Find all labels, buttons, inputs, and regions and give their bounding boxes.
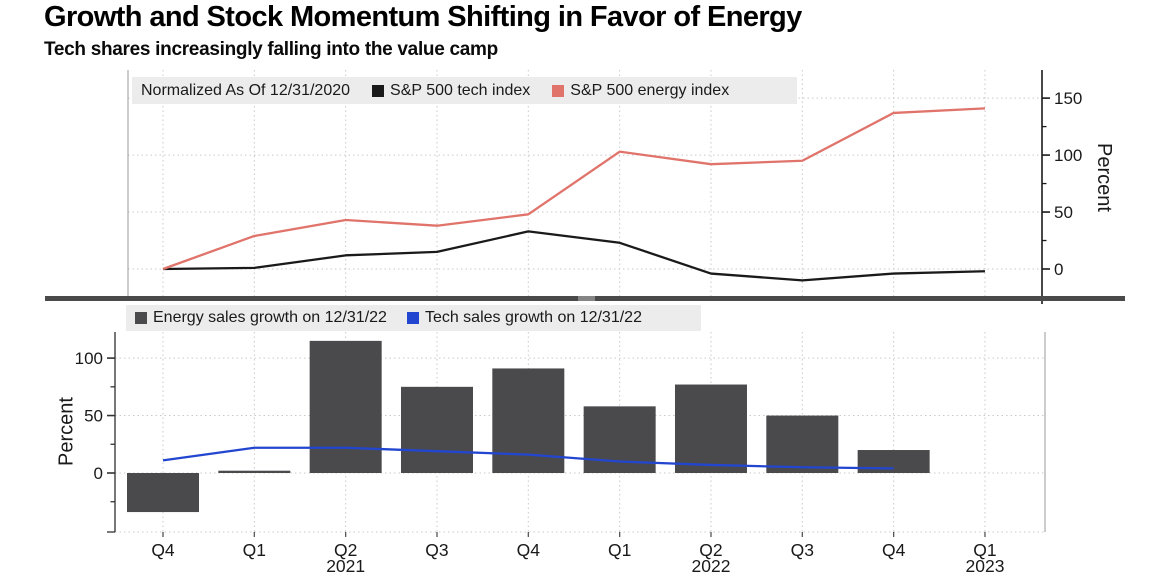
x-axis-tick-label: Q2	[334, 540, 357, 560]
x-axis-tick-label: Q4	[882, 540, 906, 560]
y-axis-tick-label: 50	[84, 407, 103, 426]
watermark	[578, 296, 595, 301]
x-axis-tick-label: Q1	[608, 540, 631, 560]
legend-entry-tech-sales: Tech sales growth on 12/31/22	[406, 309, 642, 327]
legend-label-energy-index: S&P 500 energy index	[570, 81, 730, 99]
energy-sales-bar	[400, 386, 473, 473]
legend-entry-energy-sales: Energy sales growth on 12/31/22	[135, 309, 387, 327]
y-axis-tick-label: 50	[1054, 203, 1073, 222]
x-axis-tick-label: Q3	[425, 540, 448, 560]
x-axis-year-label: 2022	[692, 556, 731, 574]
index-chart-y-axis-label: Percent	[1093, 143, 1115, 212]
page-subtitle: Tech shares increasingly falling into th…	[44, 39, 498, 60]
page-title: Growth and Stock Momentum Shifting in Fa…	[44, 1, 802, 33]
energy-sales-swatch-icon	[135, 312, 147, 324]
x-axis-tick-label: Q1	[973, 540, 996, 560]
legend-label-tech-sales: Tech sales growth on 12/31/22	[424, 309, 642, 326]
x-axis-tick-label: Q4	[517, 540, 541, 560]
legend-entry-energy-index: S&P 500 energy index	[552, 82, 729, 100]
legend-label-energy-sales: Energy sales growth on 12/31/22	[153, 309, 387, 326]
legend-note: Normalized As Of 12/31/2020	[141, 81, 351, 99]
energy-sales-bar	[309, 340, 382, 473]
x-axis-year-label: 2021	[326, 556, 365, 574]
sales-chart-y-axis-label: Percent	[55, 397, 78, 466]
y-axis-tick-label: 0	[94, 464, 103, 483]
tech-index-line	[162, 230, 985, 282]
tech-index-swatch-icon	[372, 84, 385, 97]
tech-sales-line	[162, 446, 894, 470]
y-axis-tick-label: 100	[1054, 146, 1082, 165]
index-chart-legend: Normalized As Of 12/31/2020 S&P 500 tech…	[132, 77, 797, 104]
x-axis-tick-label: Q2	[699, 540, 722, 560]
x-axis-tick-label: Q1	[243, 540, 266, 560]
legend-entry-tech-index: S&P 500 tech index	[372, 82, 530, 100]
sales-chart-legend: Energy sales growth on 12/31/22 Tech sal…	[126, 305, 701, 331]
y-axis-tick-label: 0	[1054, 260, 1063, 279]
x-axis-year-label: 2023	[966, 556, 1005, 574]
x-axis-tick-label: Q4	[151, 540, 175, 560]
energy-sales-bar	[766, 415, 839, 473]
energy-sales-bar	[127, 473, 199, 513]
energy-index-swatch-icon	[552, 84, 565, 97]
energy-sales-bar	[857, 450, 930, 473]
tech-sales-swatch-icon	[406, 312, 419, 324]
energy-sales-bar	[674, 384, 747, 473]
y-axis-tick-label: 100	[75, 349, 103, 368]
x-axis-tick-label: Q3	[791, 540, 814, 560]
energy-index-line	[162, 107, 986, 271]
energy-sales-bar	[218, 470, 291, 473]
y-axis-tick-label: 150	[1054, 89, 1082, 108]
legend-label-tech-index: S&P 500 tech index	[390, 81, 531, 99]
